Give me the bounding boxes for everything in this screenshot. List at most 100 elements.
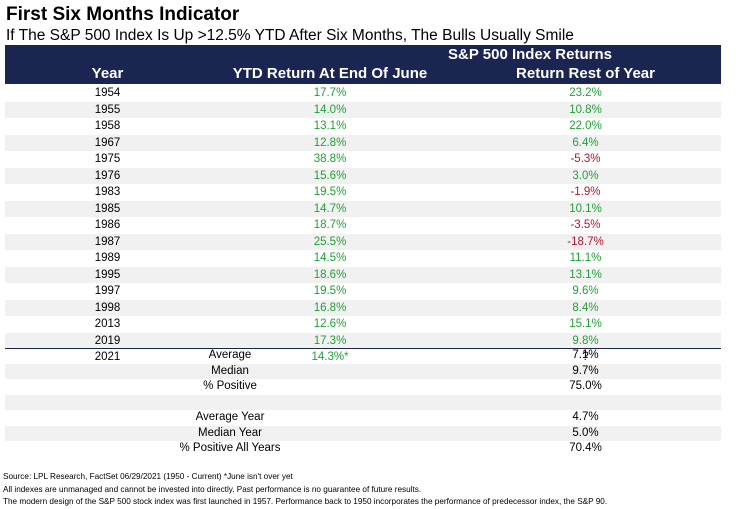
table-row: 1986 18.7% -3.5% (5, 217, 721, 234)
stats-row: % Positive All Years 70.4% (5, 441, 721, 457)
stat-label: % Positive (203, 380, 257, 392)
cell-ytd-return: 18.6% (313, 268, 347, 281)
cell-year: 1987 (94, 235, 121, 248)
cell-year: 1976 (94, 169, 121, 182)
cell-rest-return: -18.7% (567, 235, 604, 248)
table-row: 1983 19.5% -1.9% (5, 184, 721, 201)
stats-row: Median Year 5.0% (5, 425, 721, 441)
cell-year: 1955 (94, 103, 121, 116)
table-row: 1975 38.8% -5.3% (5, 151, 721, 168)
cell-year: 2021 (94, 351, 121, 363)
stat-value: 4.7% (572, 411, 599, 423)
cell-year: 1986 (94, 219, 121, 231)
table-row: 1958 13.1% 22.0% (5, 118, 721, 135)
cell-year: 1975 (94, 153, 121, 165)
cell-year: 1989 (94, 252, 121, 264)
cell-year: 1958 (94, 120, 121, 132)
column-header-rest: Return Rest of Year (516, 65, 655, 82)
cell-ytd-return: 12.6% (313, 318, 347, 330)
cell-year: 1995 (94, 268, 121, 281)
stat-value: 7.1% (572, 349, 599, 361)
table-body: 1954 17.7% 23.2% 1955 14.0% 10.8% 1958 13.1% 22.… (5, 85, 721, 366)
cell-rest-return: 10.1% (569, 202, 602, 215)
cell-rest-return: -5.3% (570, 153, 601, 165)
stat-label: % Positive All Years (179, 442, 281, 454)
table-row: 1995 18.6% 13.1% (5, 266, 721, 283)
cell-rest-return: ? (582, 351, 589, 363)
stat-value: 5.0% (572, 426, 599, 439)
stats-row: Average 7.1% (5, 348, 721, 364)
footer-source: Source: LPL Research, FactSet 06/29/2021… (3, 472, 293, 481)
cell-rest-return: 9.8% (572, 334, 599, 347)
cell-ytd-return: 25.5% (313, 235, 347, 248)
cell-rest-return: 11.1% (569, 252, 602, 264)
footer-disclaimer: All indexes are unmanaged and cannot be … (3, 485, 422, 494)
stats-row (5, 394, 721, 410)
cell-ytd-return: 19.5% (313, 186, 347, 198)
cell-ytd-return: 14.0% (313, 103, 347, 116)
cell-year: 1954 (94, 87, 121, 99)
cell-rest-return: 8.4% (572, 301, 599, 314)
stat-value: 9.7% (572, 364, 599, 377)
page-title: First Six Months Indicator (6, 4, 240, 25)
cell-rest-return: 10.8% (569, 103, 602, 116)
table-row: 2013 12.6% 15.1% (5, 316, 721, 333)
column-header-year: Year (91, 65, 124, 82)
table-row: 1997 19.5% 9.6% (5, 283, 721, 300)
cell-rest-return: 15.1% (569, 318, 602, 330)
stats-section: Average 7.1% Median 9.7% % Positive 75.0% Aver… (5, 348, 721, 457)
cell-rest-return: 23.2% (569, 87, 602, 99)
cell-ytd-return: 14.3%* (311, 351, 349, 363)
cell-ytd-return: 17.7% (313, 87, 347, 99)
group-header: S&P 500 Index Returns (448, 46, 612, 63)
cell-ytd-return: 19.5% (313, 285, 347, 297)
stat-label: Average Year (195, 411, 265, 423)
table-divider (5, 348, 721, 349)
cell-ytd-return: 17.3% (313, 334, 347, 347)
cell-year: 1998 (94, 301, 121, 314)
table-row: 2019 17.3% 9.8% (5, 332, 721, 349)
cell-ytd-return: 12.8% (313, 136, 347, 149)
table-row: 1989 14.5% 11.1% (5, 250, 721, 267)
cell-rest-return: 22.0% (569, 120, 602, 132)
stats-row: % Positive 75.0% (5, 379, 721, 395)
cell-year: 1983 (94, 186, 121, 198)
cell-ytd-return: 13.1% (313, 120, 347, 132)
table-row: 1976 15.6% 3.0% (5, 167, 721, 184)
footer-note: The modern design of the S&P 500 stock i… (3, 497, 608, 506)
cell-ytd-return: 15.6% (313, 169, 347, 182)
stat-label: Average (208, 349, 252, 361)
table-header: S&P 500 Index Returns Year YTD Return At… (5, 45, 721, 84)
table-row: 1955 14.0% 10.8% (5, 101, 721, 118)
cell-rest-return: 6.4% (572, 136, 599, 149)
table-row: 1987 25.5% -18.7% (5, 233, 721, 250)
cell-ytd-return: 38.8% (313, 153, 347, 165)
column-header-ytd: YTD Return At End Of June (232, 65, 428, 82)
stat-value: 70.4% (569, 442, 602, 454)
stat-label: Median Year (198, 426, 262, 439)
table-row: 1998 16.8% 8.4% (5, 299, 721, 316)
stats-row: Median 9.7% (5, 363, 721, 379)
cell-rest-return: 3.0% (572, 169, 599, 182)
page-subtitle: If The S&P 500 Index Is Up >12.5% YTD Af… (6, 27, 574, 44)
table-row: 2021 14.3%*? (5, 349, 721, 366)
cell-rest-return: -1.9% (570, 186, 601, 198)
cell-year: 1967 (94, 136, 121, 149)
cell-rest-return: 13.1% (569, 268, 602, 281)
cell-ytd-return: 14.7% (313, 202, 347, 215)
stats-row: Average Year 4.7% (5, 410, 721, 426)
cell-ytd-return: 18.7% (313, 219, 347, 231)
cell-year: 1985 (94, 202, 121, 215)
cell-ytd-return: 14.5% (313, 252, 347, 264)
stat-value: 75.0% (569, 380, 602, 392)
cell-year: 2019 (94, 334, 121, 347)
table-row: 1967 12.8% 6.4% (5, 134, 721, 151)
stat-label: Median (211, 364, 249, 377)
cell-rest-return: -3.5% (570, 219, 601, 231)
cell-ytd-return: 16.8% (313, 301, 347, 314)
cell-year: 2013 (94, 318, 121, 330)
cell-year: 1997 (94, 285, 121, 297)
table-row: 1954 17.7% 23.2% (5, 85, 721, 102)
cell-rest-return: 9.6% (572, 285, 599, 297)
table-row: 1985 14.7% 10.1% (5, 200, 721, 217)
